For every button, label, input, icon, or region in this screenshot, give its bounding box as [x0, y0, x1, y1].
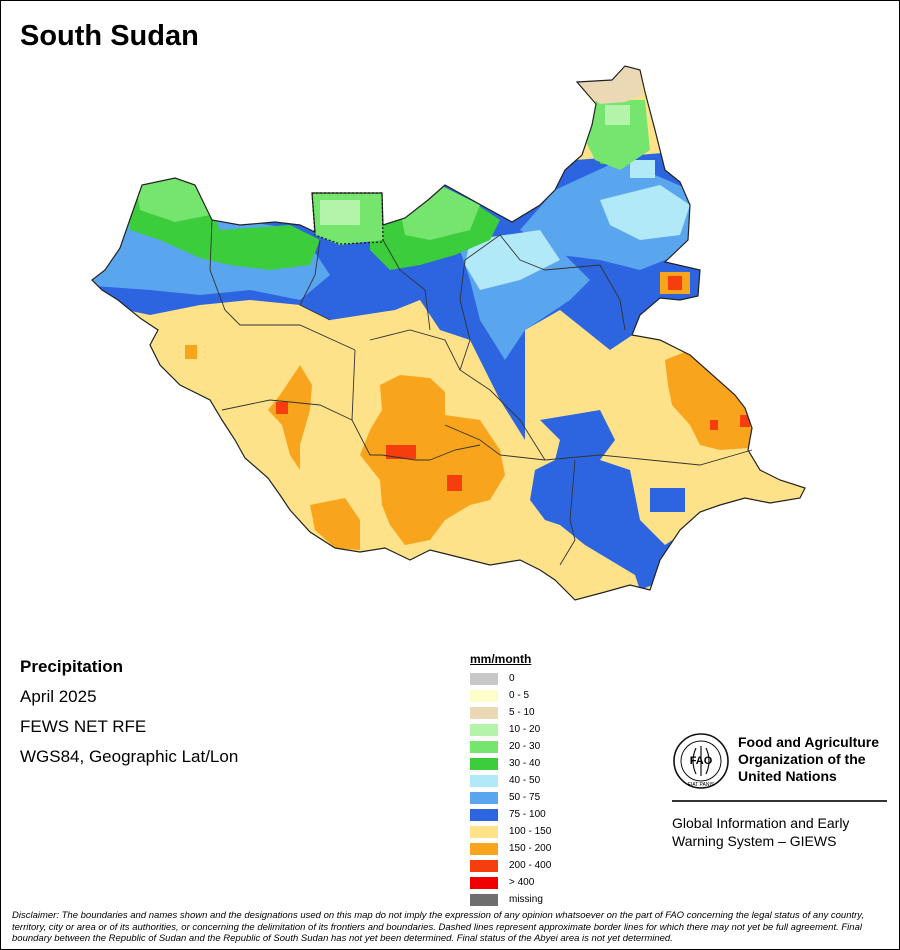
legend-label: 5 - 10 [509, 707, 535, 718]
legend-rows: 0 0 - 5 5 - 10 10 - 20 20 - 30 30 - 40 40 - 50… [470, 670, 551, 908]
legend-swatch [470, 893, 498, 906]
zone-40-50 [465, 230, 560, 290]
legend-label: 40 - 50 [509, 775, 541, 786]
legend-title: mm/month [470, 652, 532, 666]
projection-label: WGS84, Geographic Lat/Lon [20, 747, 239, 766]
precipitation-map [91, 65, 806, 601]
zone-40-50-c [630, 160, 655, 178]
legend-item: > 400 [470, 874, 551, 891]
legend-swatch [470, 842, 498, 855]
zone-10-20-b [605, 105, 630, 125]
zone-200-400-d [668, 276, 682, 290]
legend-swatch [470, 774, 498, 787]
legend-item: 200 - 400 [470, 857, 551, 874]
legend-label: 0 - 5 [509, 690, 530, 701]
legend-swatch [470, 859, 498, 872]
zone-50-75-c [520, 160, 690, 270]
legend-swatch [470, 808, 498, 821]
legend-label: 100 - 150 [509, 826, 552, 837]
zone-40-50-b [600, 185, 690, 240]
zone-75-100-patch [650, 488, 685, 512]
fao-logo-motto: FIAT PANIS [688, 782, 715, 788]
source-label: FEWS NET RFE [20, 717, 147, 736]
zone-150-200-east [665, 350, 752, 450]
abyei-area-border [311, 192, 384, 245]
legend-item: 50 - 75 [470, 789, 551, 806]
map-title: South Sudan [20, 20, 199, 52]
legend-swatch [470, 791, 498, 804]
zone-150-200-sw [310, 498, 360, 550]
legend-label: 0 [509, 673, 515, 684]
fao-name: Food and Agriculture Organization of the… [738, 734, 880, 784]
zone-200-400 [386, 445, 416, 459]
legend-label: 75 - 100 [509, 809, 546, 820]
legend-item: 100 - 150 [470, 823, 551, 840]
legend-swatch [470, 723, 498, 736]
zone-150-200-spot [185, 345, 197, 359]
legend-swatch [470, 706, 498, 719]
fao-divider [672, 800, 887, 802]
legend-label: 10 - 20 [509, 724, 541, 735]
legend-item: 10 - 20 [470, 721, 551, 738]
giews-name: Global Information and Early Warning Sys… [672, 815, 850, 849]
legend-item: 150 - 200 [470, 840, 551, 857]
zone-200-400-e [740, 415, 750, 427]
zone-75-100-east [530, 410, 680, 590]
fao-logo-text: FAO [690, 755, 713, 767]
zone-200-400-f [710, 420, 718, 430]
zone-20-30-d [585, 100, 650, 170]
legend-item: 0 [470, 670, 551, 687]
zone-10-20 [320, 200, 360, 225]
legend-label: > 400 [509, 877, 535, 888]
legend-label: 50 - 75 [509, 792, 541, 803]
legend-item: 40 - 50 [470, 772, 551, 789]
legend-item: 20 - 30 [470, 738, 551, 755]
legend-swatch [470, 757, 498, 770]
legend-label: missing [509, 894, 543, 905]
legend-label: 200 - 400 [509, 860, 552, 871]
variable-label: Precipitation [20, 657, 123, 676]
zone-20-30 [135, 175, 210, 222]
fao-logo-icon: FAO FIAT PANIS [673, 733, 729, 789]
map-info: Precipitation April 2025 FEWS NET RFE WG… [20, 656, 238, 776]
zone-5-10 [577, 66, 643, 104]
legend-item: 5 - 10 [470, 704, 551, 721]
base-zone [92, 66, 805, 600]
zone-200-400-c [276, 402, 288, 414]
legend-label: 20 - 30 [509, 741, 541, 752]
legend-item: 30 - 40 [470, 755, 551, 772]
legend: mm/month 0 0 - 5 5 - 10 10 - 20 20 - 30 30 - … [470, 652, 551, 908]
legend-swatch [470, 740, 498, 753]
legend-swatch [470, 689, 498, 702]
state-boundaries [209, 219, 753, 566]
zone-150-200-west [268, 365, 312, 470]
legend-item: 75 - 100 [470, 806, 551, 823]
legend-item: missing [470, 891, 551, 908]
country-border [91, 65, 806, 601]
legend-label: 150 - 200 [509, 843, 552, 854]
period-label: April 2025 [20, 687, 97, 706]
legend-swatch [470, 672, 498, 685]
legend-label: 30 - 40 [509, 758, 541, 769]
legend-item: 0 - 5 [470, 687, 551, 704]
legend-swatch [470, 876, 498, 889]
legend-swatch [470, 825, 498, 838]
disclaimer: Disclaimer: The boundaries and names sho… [12, 910, 864, 944]
zone-200-400-b [447, 475, 462, 491]
zone-150-200-central [360, 375, 505, 545]
